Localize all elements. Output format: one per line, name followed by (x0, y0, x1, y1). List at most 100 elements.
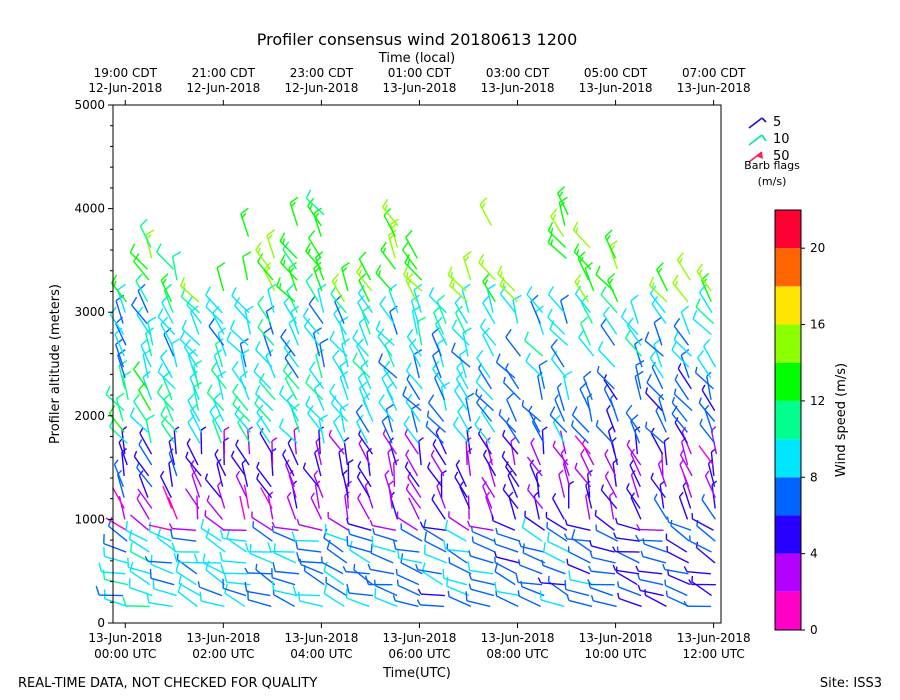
barb-staff (469, 525, 494, 531)
barb-feather (405, 362, 412, 372)
wind-barb (257, 318, 275, 346)
wind-barb (129, 578, 153, 597)
wind-barb (339, 403, 349, 433)
barb-staff (455, 378, 470, 401)
barb-staff (213, 355, 224, 379)
barb-feather (550, 339, 558, 348)
barb-staff (267, 289, 275, 313)
barb-staff (494, 562, 517, 575)
wind-barb (378, 353, 398, 379)
barb-staff (172, 537, 197, 542)
barb-staff (328, 434, 345, 455)
wind-barb (499, 276, 518, 303)
barb-staff (465, 397, 472, 422)
barb-staff (508, 496, 517, 520)
barb-staff (592, 556, 616, 564)
wind-barb (303, 318, 320, 346)
wind-barb (408, 338, 422, 368)
wind-barb (208, 318, 225, 346)
barb-staff (475, 393, 495, 412)
barb-feather (214, 449, 219, 455)
wind-barb (156, 528, 178, 553)
barb-feather (256, 473, 260, 479)
colorbar-bin (775, 553, 801, 592)
barb-staff (299, 560, 324, 564)
wind-barb (661, 451, 664, 476)
wind-barb (157, 308, 176, 335)
wind-barb (635, 359, 645, 390)
barb-feather (267, 234, 273, 240)
wind-barb (447, 266, 467, 292)
barb-feather (464, 256, 470, 262)
barb-feather (502, 282, 505, 289)
barb-feather (213, 392, 221, 401)
barb-staff (383, 368, 398, 390)
barb-feather (244, 542, 250, 553)
barb-feather (317, 283, 327, 290)
barb-staff (395, 548, 420, 553)
barb-feather (278, 282, 282, 289)
barb-staff (348, 592, 373, 597)
wind-barb (129, 407, 149, 433)
barb-feather (552, 414, 561, 423)
barb-feather (575, 227, 579, 234)
wind-barb (186, 438, 199, 466)
barb-staff (452, 424, 470, 444)
barb-feather (597, 340, 604, 350)
barb-staff (668, 574, 691, 586)
barb-staff (698, 445, 714, 466)
wind-barb (160, 349, 173, 379)
barb-feather (291, 403, 300, 411)
barb-staff (682, 485, 692, 509)
barb-staff (187, 422, 201, 444)
wind-barb (171, 251, 182, 281)
wind-barb (402, 386, 422, 412)
wind-barb (666, 546, 690, 564)
barb-staff (689, 540, 712, 553)
barb-staff (494, 571, 516, 586)
barb-staff (560, 453, 570, 477)
wind-barb (136, 462, 153, 488)
barb-staff (168, 441, 176, 466)
barb-feather (289, 267, 295, 273)
wind-barb (170, 338, 181, 368)
barb-staff (265, 355, 276, 379)
barb-staff (465, 441, 468, 466)
barb-staff (582, 377, 593, 400)
barb-staff (374, 584, 398, 597)
barb-staff (115, 300, 124, 324)
barb-staff (157, 392, 175, 412)
barb-staff (692, 318, 712, 336)
barb-staff (358, 443, 371, 466)
barb-feather (499, 285, 507, 295)
barb-staff (615, 537, 640, 542)
barb-staff (424, 553, 448, 564)
barb-staff (496, 362, 516, 379)
barb-feather (232, 383, 239, 393)
barb-staff (231, 295, 250, 314)
legend-label: 5 (773, 115, 781, 130)
barb-feather (393, 459, 400, 464)
barb-feather (364, 575, 370, 585)
x-tick-label-time: 10:00 UTC (584, 647, 646, 661)
barb-feather (239, 370, 249, 378)
barb-feather (357, 295, 365, 303)
wind-barb (157, 363, 176, 390)
wind-barb (275, 277, 296, 303)
wind-barb (144, 555, 172, 564)
wind-barb (103, 546, 128, 564)
barb-staff (202, 562, 225, 575)
barb-feather (564, 519, 568, 526)
barb-staff (133, 456, 150, 477)
wind-barb (364, 575, 393, 586)
barb-feather (215, 338, 224, 345)
wind-barb (373, 579, 398, 597)
barb-staff (558, 474, 566, 498)
barb-staff (406, 336, 423, 357)
barb-staff (396, 574, 420, 586)
barb-staff (565, 588, 590, 597)
barb-staff (209, 411, 223, 433)
barb-staff (262, 333, 272, 357)
wind-barb (494, 562, 516, 586)
barb-staff (185, 456, 202, 477)
